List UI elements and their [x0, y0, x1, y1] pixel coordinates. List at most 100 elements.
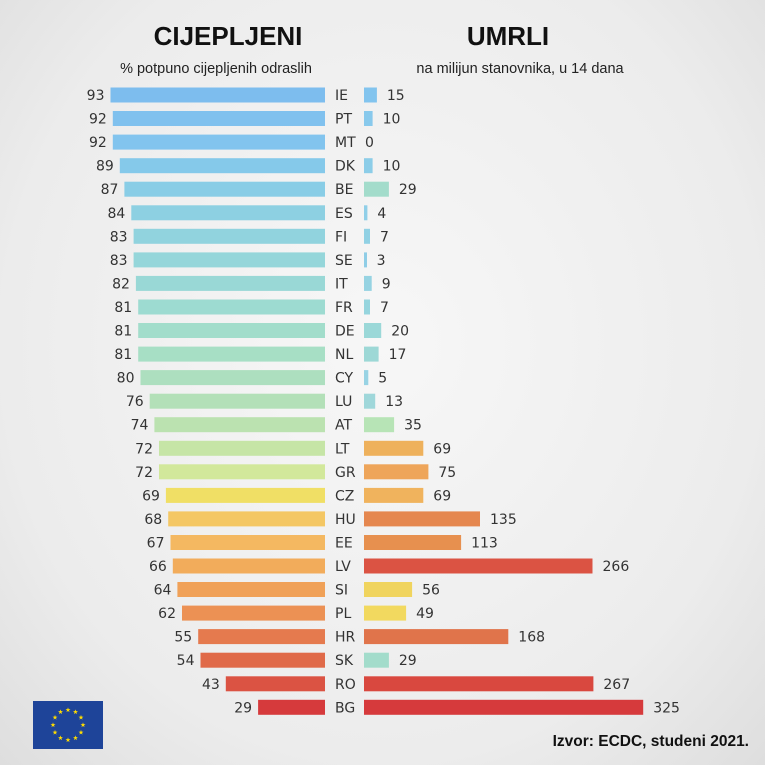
bar-vaccinated-ro	[225, 676, 325, 692]
left-subtitle: % potpuno cijepljenih odraslih	[120, 61, 312, 77]
country-code-sk: SK	[335, 653, 354, 669]
label-vaccinated-lv: 66	[149, 559, 167, 575]
label-deaths-se: 3	[377, 253, 386, 269]
label-vaccinated-ro: 43	[202, 677, 220, 693]
bar-vaccinated-ie	[110, 87, 325, 103]
eu-star-icon	[52, 714, 58, 720]
label-vaccinated-nl: 81	[114, 347, 132, 363]
bar-deaths-pl	[364, 605, 407, 621]
country-code-fr: FR	[335, 300, 353, 316]
country-code-at: AT	[335, 418, 352, 434]
label-deaths-si: 56	[422, 583, 440, 599]
country-code-ie: IE	[335, 88, 348, 104]
left-title: CIJEPLJENI	[154, 21, 303, 51]
label-deaths-mt: 0	[365, 135, 374, 151]
country-code-nl: NL	[335, 347, 353, 363]
bar-deaths-sk	[364, 652, 389, 668]
bar-vaccinated-lv	[172, 558, 325, 574]
source-note: Izvor: ECDC, studeni 2021.	[553, 733, 749, 750]
bar-deaths-fr	[364, 299, 370, 315]
label-vaccinated-sk: 54	[177, 653, 195, 669]
bar-vaccinated-cz	[165, 487, 325, 503]
country-code-pl: PL	[335, 606, 351, 622]
label-vaccinated-mt: 92	[89, 135, 107, 151]
bar-vaccinated-hu	[168, 511, 325, 527]
eu-star-icon	[52, 729, 58, 735]
bar-deaths-lu	[364, 393, 376, 409]
label-vaccinated-de: 81	[114, 324, 132, 340]
country-code-si: SI	[335, 583, 348, 599]
right-subtitle: na milijun stanovnika, u 14 dana	[416, 61, 624, 77]
label-deaths-at: 35	[404, 418, 422, 434]
label-deaths-cz: 69	[433, 488, 451, 504]
bar-deaths-bg	[364, 699, 644, 715]
bar-vaccinated-mt	[112, 134, 325, 150]
label-vaccinated-lu: 76	[126, 394, 144, 410]
label-vaccinated-pt: 92	[89, 112, 107, 128]
right-title: UMRLI	[467, 21, 549, 51]
bar-deaths-gr	[364, 464, 429, 480]
bar-deaths-ie	[364, 87, 377, 103]
country-code-gr: GR	[335, 465, 356, 481]
label-vaccinated-be: 87	[101, 182, 119, 198]
eu-star-icon	[78, 714, 84, 720]
eu-star-icon	[58, 735, 63, 741]
label-vaccinated-fi: 83	[110, 229, 128, 245]
label-vaccinated-ee: 67	[147, 536, 165, 552]
label-deaths-es: 4	[377, 206, 386, 222]
bar-deaths-cz	[364, 487, 424, 503]
country-code-be: BE	[335, 182, 353, 198]
bar-vaccinated-lu	[149, 393, 325, 409]
bar-deaths-de	[364, 323, 382, 338]
label-vaccinated-fr: 81	[114, 300, 132, 316]
country-code-lu: LU	[335, 394, 352, 410]
bar-deaths-be	[364, 181, 389, 197]
country-code-dk: DK	[335, 159, 356, 175]
label-deaths-lt: 69	[433, 441, 451, 457]
label-deaths-gr: 75	[438, 465, 456, 481]
label-vaccinated-lt: 72	[135, 441, 153, 457]
bar-deaths-hu	[364, 511, 480, 527]
label-deaths-fr: 7	[380, 300, 389, 316]
label-vaccinated-cz: 69	[142, 488, 160, 504]
bar-vaccinated-se	[133, 252, 325, 268]
bar-vaccinated-it	[135, 275, 325, 291]
bar-deaths-ro	[364, 676, 594, 692]
bar-vaccinated-bg	[258, 699, 325, 715]
bar-deaths-lv	[364, 558, 593, 574]
bar-deaths-fi	[364, 228, 370, 244]
label-deaths-lu: 13	[385, 394, 403, 410]
eu-star-icon	[73, 735, 78, 741]
label-vaccinated-se: 83	[110, 253, 128, 269]
country-code-ro: RO	[335, 677, 356, 693]
country-code-ee: EE	[335, 536, 353, 552]
country-code-it: IT	[335, 276, 348, 292]
label-vaccinated-cy: 80	[117, 371, 135, 387]
label-vaccinated-it: 82	[112, 276, 130, 292]
label-vaccinated-bg: 29	[234, 700, 252, 716]
bar-deaths-es	[364, 205, 368, 221]
country-code-mt: MT	[335, 135, 356, 151]
bar-vaccinated-nl	[138, 346, 325, 362]
label-deaths-it: 9	[382, 276, 391, 292]
label-vaccinated-at: 74	[131, 418, 149, 434]
country-code-lv: LV	[335, 559, 351, 575]
bar-vaccinated-pl	[182, 605, 325, 621]
country-code-bg: BG	[335, 700, 355, 716]
bar-deaths-cy	[364, 370, 369, 386]
label-deaths-ee: 113	[471, 536, 498, 552]
country-code-lt: LT	[335, 441, 350, 457]
country-code-hr: HR	[335, 630, 356, 646]
label-deaths-sk: 29	[399, 653, 417, 669]
bar-vaccinated-hr	[198, 629, 325, 645]
bar-deaths-it	[364, 275, 372, 291]
country-code-de: DE	[335, 324, 355, 340]
label-vaccinated-dk: 89	[96, 159, 114, 175]
label-deaths-dk: 10	[383, 159, 401, 175]
label-deaths-pl: 49	[416, 606, 434, 622]
bar-vaccinated-es	[131, 205, 325, 221]
label-deaths-ie: 15	[387, 88, 405, 104]
eu-star-icon	[58, 709, 63, 715]
label-vaccinated-ie: 93	[87, 88, 105, 104]
